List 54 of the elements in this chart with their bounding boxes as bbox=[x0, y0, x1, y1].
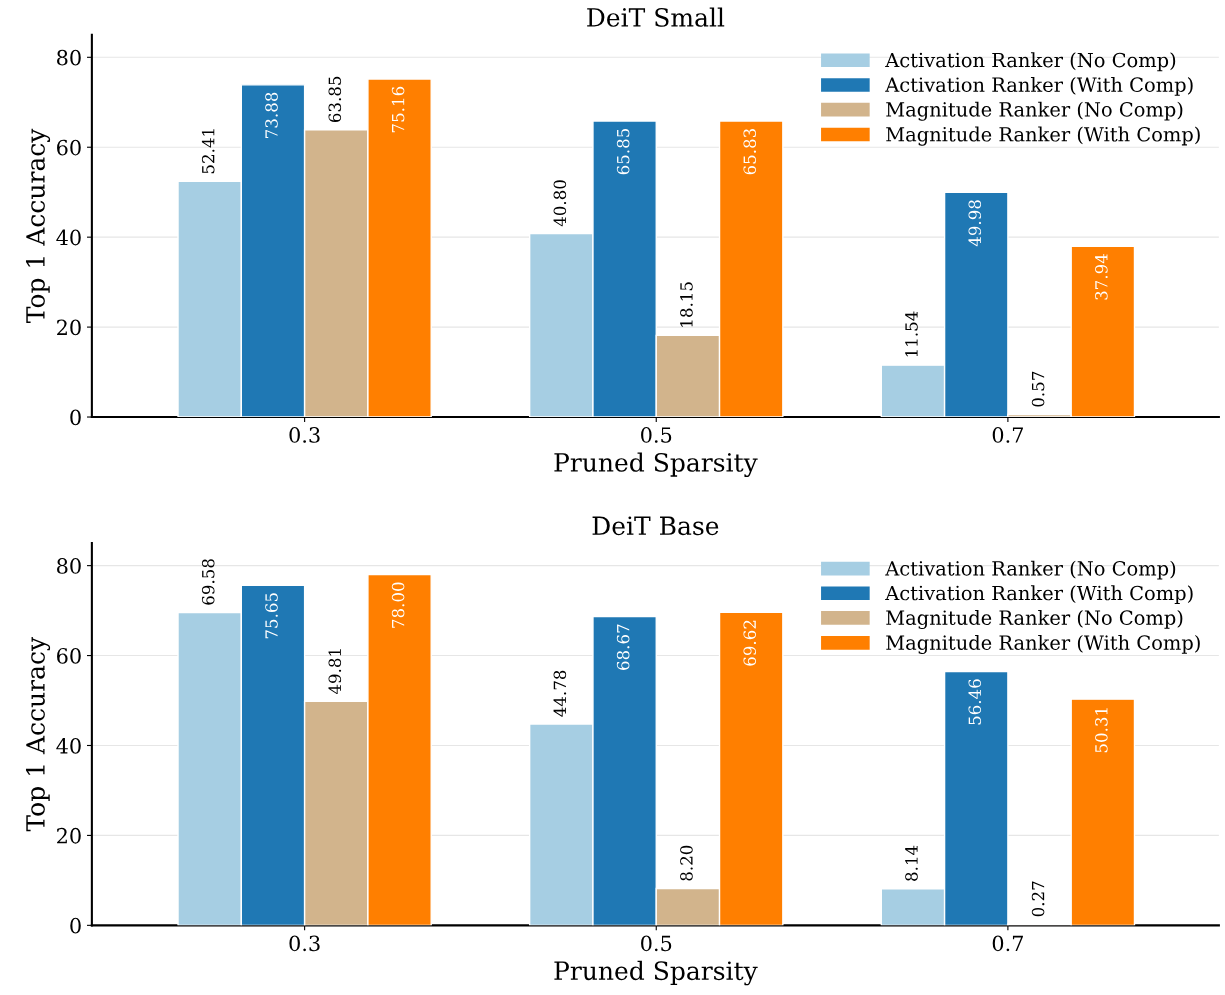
y-axis-title: Top 1 Accuracy bbox=[25, 636, 51, 832]
data-label: 44.78 bbox=[553, 670, 567, 717]
y-tick-label: 40 bbox=[56, 737, 81, 754]
y-tick-label: 40 bbox=[56, 229, 81, 246]
legend-label: Activation Ranker (No Comp) bbox=[885, 52, 1176, 72]
data-label: 75.65 bbox=[265, 593, 278, 639]
y-tick-label: 60 bbox=[57, 648, 81, 664]
x-axis-title: Pruned Sparsity bbox=[554, 452, 758, 478]
data-label: 69.58 bbox=[201, 559, 215, 605]
y-tick-label: 80 bbox=[57, 49, 81, 66]
data-label: 0.27 bbox=[1031, 881, 1045, 917]
data-label: 8.14 bbox=[905, 845, 918, 881]
legend-label: Activation Ranker (With Comp) bbox=[885, 76, 1193, 96]
data-label: 69.62 bbox=[743, 620, 757, 666]
legend-label: Magnitude Ranker (No Comp) bbox=[886, 609, 1183, 630]
data-label: 11.54 bbox=[905, 311, 918, 357]
legend-label: Magnitude Ranker (With Comp) bbox=[886, 634, 1200, 654]
data-label: 37.94 bbox=[1095, 254, 1108, 300]
data-label: 49.81 bbox=[328, 649, 342, 695]
x-tick-label: 0.7 bbox=[992, 427, 1023, 443]
data-label: 8.20 bbox=[680, 845, 693, 881]
y-axis-title: Top 1 Accuracy bbox=[25, 128, 51, 324]
data-label: 73.88 bbox=[265, 92, 278, 138]
x-tick-label: 0.3 bbox=[289, 935, 320, 952]
y-tick-label: 0 bbox=[70, 917, 81, 934]
data-label: 52.41 bbox=[201, 129, 215, 174]
data-label: 50.31 bbox=[1095, 708, 1108, 753]
chart-title: DeiT Small bbox=[587, 7, 725, 27]
data-label: 63.85 bbox=[328, 76, 342, 123]
y-tick-label: 60 bbox=[57, 139, 81, 156]
legend-label: Magnitude Ranker (With Comp) bbox=[886, 126, 1200, 146]
data-label: 18.15 bbox=[680, 282, 693, 327]
y-tick-label: 80 bbox=[57, 558, 81, 574]
data-label: 65.83 bbox=[743, 129, 757, 175]
x-axis-title: Pruned Sparsity bbox=[554, 960, 758, 986]
data-label: 0.57 bbox=[1031, 371, 1045, 407]
data-label: 65.85 bbox=[616, 128, 630, 175]
legend-label: Magnitude Ranker (No Comp) bbox=[886, 101, 1183, 121]
data-label: 68.67 bbox=[616, 624, 630, 670]
y-tick-label: 20 bbox=[57, 319, 81, 336]
data-label: 40.80 bbox=[553, 180, 567, 227]
x-tick-label: 0.7 bbox=[992, 935, 1023, 952]
x-tick-label: 0.5 bbox=[641, 935, 672, 952]
y-tick-label: 20 bbox=[57, 827, 81, 844]
data-label: 75.16 bbox=[391, 86, 405, 133]
legend-label: Activation Ranker (With Comp) bbox=[885, 585, 1193, 605]
legend-label: Activation Ranker (No Comp) bbox=[885, 560, 1176, 580]
y-tick-label: 0 bbox=[70, 409, 81, 426]
data-label: 56.46 bbox=[968, 679, 982, 725]
data-label: 78.00 bbox=[391, 582, 405, 628]
data-label: 49.98 bbox=[968, 200, 982, 247]
x-tick-label: 0.3 bbox=[289, 427, 320, 443]
x-tick-label: 0.5 bbox=[641, 427, 672, 443]
chart-title: DeiT Base bbox=[592, 516, 719, 536]
